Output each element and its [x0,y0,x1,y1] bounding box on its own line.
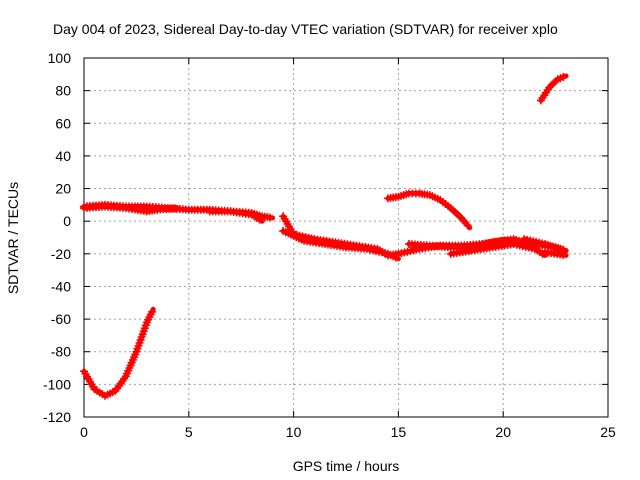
x-tick-label: 25 [600,424,616,440]
series-track-3 [80,202,181,216]
plot-frame [83,57,609,418]
x-tick-label: 0 [80,424,88,440]
y-tick-label: -80 [51,344,71,360]
y-tick-label: 40 [55,148,71,164]
chart-title: Day 004 of 2023, Sidereal Day-to-day VTE… [53,21,558,37]
series-track-10 [541,248,569,259]
data-point [463,221,472,230]
data-point [171,204,180,213]
series-track-4 [205,207,276,222]
x-tick-label: 20 [495,424,511,440]
data-point [391,253,400,262]
y-tick-label: -100 [43,376,71,392]
y-tick-label: 80 [55,83,71,99]
data-point [147,307,156,316]
data-point [266,213,275,222]
axis-ticks: 0 5 10 15 20 25 -120 -100 -80 -60 -40 -20 0 20 40 60 80 1… [43,50,616,440]
series-track-8 [446,240,548,258]
series-track-11 [383,189,473,231]
data-point [559,250,568,259]
x-tick-label: 15 [391,424,407,440]
y-tick-label: -40 [51,278,71,294]
series-track-6 [279,226,401,262]
grid-lines [84,58,608,417]
y-tick-label: 0 [63,213,71,229]
x-axis-label: GPS time / hours [293,458,400,474]
y-tick-label: 20 [55,181,71,197]
data-point [559,73,568,82]
y-tick-label: 100 [48,50,72,66]
series-track-9 [520,235,569,254]
x-tick-label: 5 [185,424,193,440]
y-tick-label: -20 [51,246,71,262]
series-track-1 [80,306,156,400]
x-tick-label: 10 [286,424,302,440]
y-tick-label: -60 [51,311,71,327]
series-track-12 [536,73,569,105]
y-tick-label: -120 [43,409,71,425]
y-axis-label: SDTVAR / TECUs [5,182,21,294]
y-tick-label: 60 [55,115,71,131]
data-series [80,73,569,400]
